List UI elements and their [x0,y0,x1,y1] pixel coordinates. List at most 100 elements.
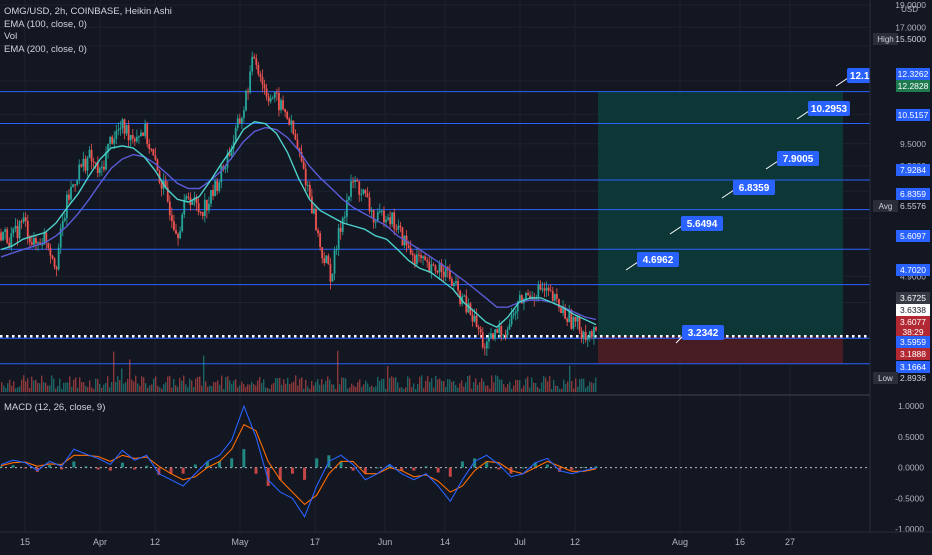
candle-body [568,309,571,322]
candle-body [284,109,287,112]
candle-body [409,248,412,254]
volume-bar [495,375,497,392]
volume-bar [519,380,521,392]
macd-hist-bar [448,467,452,477]
candle-body [304,168,307,186]
volume-bar [129,359,131,392]
candle-body [529,295,532,299]
volume-bar [287,377,289,392]
legend-symbol[interactable]: OMG/USD, 2h, COINBASE, Heikin Ashi [4,6,172,17]
time-tick: 12 [570,537,580,547]
volume-bar [261,383,263,392]
legend-ema100[interactable]: EMA (100, close, 0) [4,18,87,30]
candle-body [49,247,52,256]
volume-bar [159,387,161,392]
axis-badge-tag [873,200,898,212]
candle-body [405,235,408,246]
candle-body [407,245,410,249]
volume-bar [409,378,411,392]
volume-bar [239,385,241,392]
volume-bar [89,380,91,392]
volume-bar [311,381,313,392]
candle-body [142,132,144,136]
volume-bar [81,382,83,392]
volume-bar [525,378,527,392]
candle-body [220,166,223,183]
candle-body [103,166,105,170]
volume-bar [141,376,143,392]
candle-body [275,92,278,94]
volume-bar [359,379,361,392]
macd-hist-bar [497,467,501,470]
candle-body [197,203,200,212]
legend-vol[interactable]: Vol [4,31,18,43]
volume-bar [357,382,359,392]
candle-body [590,331,593,337]
candle-body [467,303,470,313]
candle-body [514,311,517,314]
legend-ema200[interactable]: EMA (200, close, 0) [4,43,87,55]
candle-body [146,123,149,144]
volume-bar [39,383,41,392]
candle-body [397,225,400,230]
candle-body [47,242,50,248]
candle-body [249,71,252,93]
candle-body [399,225,402,228]
axis-badge-value: 4.7020 [900,265,926,275]
candle-body [380,210,383,212]
macd-hist-bar [363,467,367,474]
candle-body [434,265,437,271]
candle-body [411,253,414,256]
volume-bar [467,375,469,392]
volume-bar [553,380,555,392]
volume-bar [155,376,157,392]
macd-line [0,404,597,518]
volume-bar [373,387,375,392]
volume-bar [211,385,213,392]
candle-body [201,212,204,217]
volume-bar [333,384,335,392]
volume-bar [563,379,565,392]
axis-badge-value: 3.1664 [900,362,926,372]
axis-badge-box [896,336,930,348]
volume-bar [137,383,139,392]
volume-bar [327,376,329,392]
candle-body [362,189,365,194]
candle-body [483,347,486,349]
volume-bar [173,378,175,392]
candle-body [463,295,466,297]
candle-body [214,180,217,197]
candle-body [426,259,429,262]
volume-bar [27,378,29,392]
volume-bar [465,382,467,392]
volume-bar [209,385,211,392]
volume-bar [355,386,357,392]
candle-body [506,329,509,336]
volume-bar [151,384,153,392]
volume-bar [37,382,39,392]
volume-bar [493,382,495,392]
candle-body [306,184,309,186]
volume-bar [367,383,369,392]
target-label: 5.6494 [687,219,718,230]
legend-macd[interactable]: MACD (12, 26, close, 9) [4,402,106,413]
candle-body [498,325,501,333]
volume-bar [387,366,389,392]
candle-body [218,182,221,191]
volume-bar [381,378,383,392]
candle-body [166,187,169,202]
candle-body [366,193,369,198]
volume-bar [423,388,425,392]
candle-body [574,316,577,322]
candle-body [191,201,194,205]
candle-body [86,157,89,171]
axis-badge-box [896,80,930,92]
volume-bar [419,376,421,392]
candle-body [310,196,313,214]
candle-body [502,334,505,336]
macd-hist-bar [23,467,27,469]
macd-hist-bar [133,467,137,470]
candle-body [422,256,424,259]
